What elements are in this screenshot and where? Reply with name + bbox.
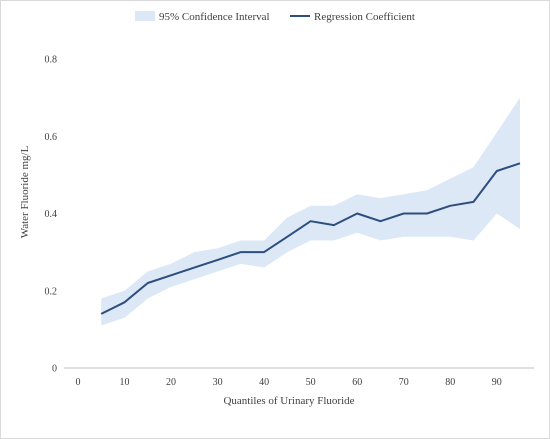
legend-label-regression-coefficient: Regression Coefficient xyxy=(314,11,415,23)
legend: 95% Confidence Interval Regression Coeff… xyxy=(135,11,415,23)
legend-swatch-confidence-interval xyxy=(135,11,155,21)
legend-label-confidence-interval: 95% Confidence Interval xyxy=(159,11,270,23)
x-tick-label: 0 xyxy=(76,377,81,388)
x-tick-label: 50 xyxy=(306,377,316,388)
confidence-interval-band xyxy=(101,97,520,326)
y-tick-label: 0.4 xyxy=(45,209,58,220)
x-tick-label: 10 xyxy=(120,377,130,388)
y-axis-label: Water Fluoride mg/L xyxy=(19,145,31,238)
x-tick-label: 60 xyxy=(352,377,362,388)
x-tick-label: 70 xyxy=(399,377,409,388)
x-tick-label: 30 xyxy=(213,377,223,388)
x-tick-label: 40 xyxy=(259,377,269,388)
x-axis: 0 10 20 30 40 50 60 70 80 90 xyxy=(76,377,502,388)
x-tick-label: 90 xyxy=(492,377,502,388)
plot-area xyxy=(100,97,521,326)
x-tick-label: 20 xyxy=(166,377,176,388)
y-tick-label: 0.6 xyxy=(45,132,58,143)
y-tick-label: 0 xyxy=(52,364,57,375)
x-axis-label: Quantiles of Urinary Fluoride xyxy=(223,395,354,407)
x-tick-label: 80 xyxy=(445,377,455,388)
y-tick-label: 0.8 xyxy=(45,55,58,66)
y-axis: 0 0.2 0.4 0.6 0.8 xyxy=(45,55,58,375)
y-tick-label: 0.2 xyxy=(45,286,58,297)
